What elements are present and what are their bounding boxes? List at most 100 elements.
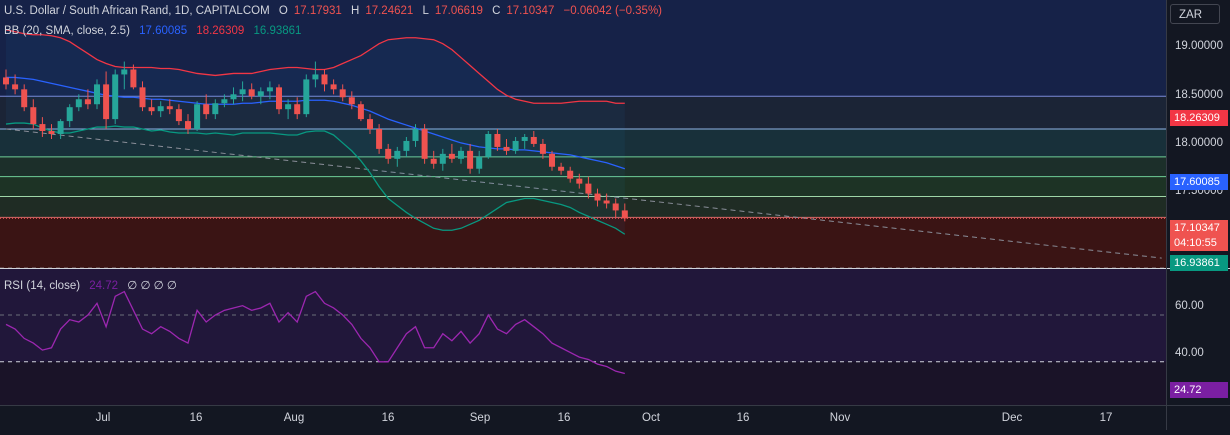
change-value: −0.06042 (−0.35%) [563,5,663,17]
candle-body [166,106,173,110]
candle-body [221,99,228,104]
candle-body [494,134,501,147]
candle-body [30,107,37,125]
candle-body [148,107,155,112]
zone-band [0,0,1166,97]
candle-body [21,89,28,108]
bb-upper-badge: 18.26309 [1170,110,1228,126]
time-tick: 16 [189,412,203,424]
candle-body [594,193,601,201]
bb-fill [6,29,625,235]
candle-body [312,74,319,80]
candle-body [385,148,392,159]
candle-body [121,69,128,75]
candle-body [12,84,19,90]
candle-body [48,131,55,134]
countdown-badge: 04:10:55 [1170,235,1228,251]
zone-band [0,217,1166,268]
bb-legend[interactable]: BB (20, SMA, close, 2.5) 17.60085 18.263… [4,25,307,37]
candle-body [549,153,555,167]
candle-body [185,121,191,130]
candle-body [621,210,628,219]
candle-body [503,146,510,151]
candle-body [66,107,73,122]
candle-body [403,140,410,151]
zone-band [0,129,1166,157]
candle-body [285,104,292,110]
candle-body [139,87,146,108]
last-price-badge: 17.10347 [1170,220,1228,236]
currency-button[interactable]: ZAR [1170,4,1220,24]
candle-body [576,178,583,184]
bb-basis-badge: 17.60085 [1170,174,1228,190]
time-tick: 16 [557,412,571,424]
zone-band [0,196,1166,218]
rsi-legend[interactable]: RSI (14, close) 24.72 ∅ ∅ ∅ ∅ [4,278,183,292]
zone-band [0,176,1166,197]
time-tick: 16 [381,412,395,424]
candle-body [376,129,383,149]
candle-body [339,89,346,98]
candle-body [330,84,337,90]
candle-body [75,99,82,108]
rsi-value: 24.72 [89,280,119,292]
candle-body [130,69,137,88]
candle-body [467,150,474,169]
trend-line [5,128,1162,259]
time-tick: Oct [642,412,660,424]
symbol-legend: U.S. Dollar / South African Rand, 1D, CA… [4,5,663,17]
candle-body [103,84,110,120]
candle-body [485,134,492,157]
candle-body [175,109,182,122]
rsi-name: RSI (14, close) [4,280,81,292]
candle-body [558,166,565,171]
candle-body [439,153,446,164]
candle-body [276,87,282,110]
time-tick: Sep [469,412,491,424]
bb-basis-value: 17.60085 [139,25,188,37]
candle-body [476,156,483,169]
rsi-tick: 60.00 [1175,300,1204,312]
time-tick: 16 [736,412,750,424]
candle-body [530,136,537,144]
candle-body [357,104,364,120]
rsi-line [5,290,625,375]
candle-body [39,124,46,132]
rsi-tick: 40.00 [1175,347,1204,359]
candle-body [230,94,237,100]
candle-body [3,77,9,85]
close-value: 17.10347 [506,5,555,17]
zone-band [0,156,1166,177]
rsi-placeholders: ∅ ∅ ∅ ∅ [127,280,177,292]
time-tick: Nov [829,412,851,424]
price-tick: 18.50000 [1175,89,1223,101]
candle-body [248,89,255,97]
price-tick: 19.00000 [1175,40,1223,52]
candle-body [421,129,428,159]
candle-body [266,87,273,92]
low-value: 17.06619 [434,5,483,17]
candle-body [448,153,455,159]
candle-body [348,97,355,105]
bb-lower-line [5,122,626,235]
candle-body [430,158,437,164]
time-tick: Dec [1001,412,1023,424]
candle-body [157,106,164,112]
open-value: 17.17931 [293,5,342,17]
bb-lower-value: 16.93861 [253,25,302,37]
candle-body [203,104,210,115]
bb-upper-value: 18.26309 [196,25,245,37]
candle-body [458,150,464,159]
candle-body [94,84,100,105]
symbol-name: U.S. Dollar / South African Rand, 1D, CA… [4,5,270,17]
candle-body [321,74,328,85]
candle-body [412,129,419,141]
candle-body [239,89,246,95]
candle-body [521,136,528,141]
rsi-badge: 24.72 [1170,382,1228,398]
candle-body [112,74,119,120]
price-tick: 18.00000 [1175,137,1223,149]
candle-body [194,104,201,130]
